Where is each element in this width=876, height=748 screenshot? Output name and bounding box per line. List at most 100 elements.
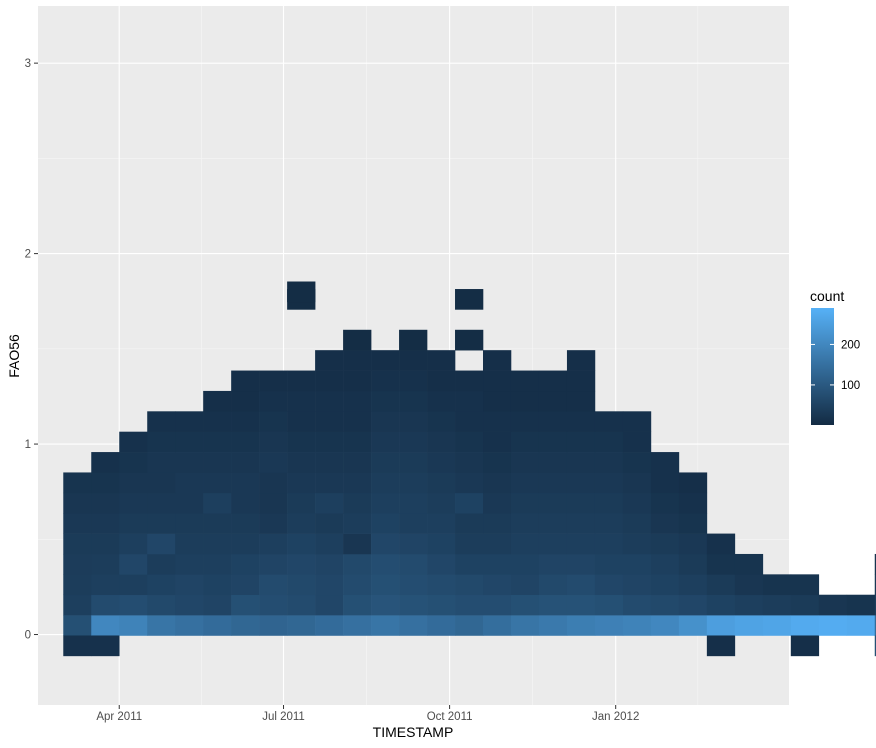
heatmap-bin [706,574,736,596]
heatmap-bin [287,553,316,575]
heatmap-bin [203,472,232,494]
heatmap-bin [678,492,708,514]
heatmap-bin [91,472,120,494]
heatmap-bin [427,411,456,432]
legend-color-bar [811,308,834,425]
heatmap-bin [315,390,344,412]
heatmap-bin [483,411,512,432]
heatmap-bin [175,513,204,534]
heatmap-bin [566,472,596,494]
heatmap-bin [706,553,736,575]
heatmap-bin [538,390,568,412]
heatmap-bin [427,390,456,412]
heatmap-bin [287,574,316,596]
heatmap-bin [91,594,120,616]
heatmap-bin [455,533,484,555]
heatmap-bin [63,594,92,616]
heatmap-bin [63,553,92,575]
heatmap-bin [846,615,876,636]
heatmap-bin [259,431,288,453]
heatmap-bin [371,350,400,371]
heatmap-bin [231,513,260,534]
heatmap-bin [259,574,288,596]
heatmap-bin [91,533,120,555]
heatmap-bin [650,533,680,555]
y-tick-label: 0 [25,630,31,642]
x-tick-label: Oct 2011 [427,711,473,723]
heatmap-bin [399,492,428,514]
heatmap-bin [818,594,848,616]
heatmap-bin [147,472,176,494]
heatmap-bin [874,615,876,636]
heatmap-bin [538,615,568,636]
heatmap-bin [287,390,316,412]
heatmap-bin [566,370,596,392]
heatmap-bin [315,574,344,596]
heatmap-bin [343,472,372,494]
heatmap-bin [287,472,316,494]
heatmap-bin [287,431,316,453]
heatmap-bin [427,350,456,371]
heatmap-bin [427,492,456,514]
heatmap-bin [566,452,596,473]
heatmap-bin [650,553,680,575]
heatmap-bin [874,553,876,575]
heatmap-bin [594,615,624,636]
heatmap-bin [622,594,652,616]
heatmap-bin [538,452,568,473]
heatmap-bin [119,574,148,596]
heatmap-bin [175,452,204,473]
heatmap-bin [483,594,512,616]
heatmap-bin [399,513,428,534]
heatmap-bin [594,533,624,555]
heatmap-bin [427,472,456,494]
heatmap-bin [455,574,484,596]
heatmap-bin [874,574,876,596]
heatmap-bin [231,553,260,575]
heatmap-bin [650,594,680,616]
heatmap-bin [203,533,232,555]
heatmap-bin [371,370,400,392]
heatmap-bin [147,492,176,514]
heatmap-bins [63,281,876,657]
heatmap-bin [427,370,456,392]
heatmap-bin [175,574,204,596]
heatmap-bin [483,370,512,392]
heatmap-bin [790,594,820,616]
heatmap-bin [175,553,204,575]
heatmap-bin [483,533,512,555]
heatmap-bin [231,431,260,453]
heatmap-bin [399,615,428,636]
heatmap-bin [343,411,372,432]
heatmap-bin [594,492,624,514]
heatmap-bin [678,574,708,596]
heatmap-bin [622,431,652,453]
heatmap-bin [287,615,316,636]
heatmap-bin [650,513,680,534]
heatmap-bin [371,492,400,514]
heatmap-bin [678,513,708,534]
heatmap-bin [538,553,568,575]
heatmap-bin [566,411,596,432]
heatmap-bin [622,615,652,636]
heatmap-bin [175,533,204,555]
heatmap-bin [343,533,372,555]
heatmap-bin [315,553,344,575]
heatmap-bin [594,513,624,534]
heatmap-bin [91,553,120,575]
heatmap-bin [399,472,428,494]
heatmap-bin [594,452,624,473]
heatmap-bin [315,594,344,616]
heatmap-bin [427,533,456,555]
heatmap-bin [91,615,120,636]
heatmap-bin [622,574,652,596]
heatmap-bin [315,350,344,371]
heatmap-bin [846,594,876,616]
heatmap-bin [371,615,400,636]
heatmap-bin [566,594,596,616]
heatmap-bin [455,411,484,432]
heatmap-bin [231,472,260,494]
heatmap-bin [510,533,540,555]
heatmap-bin [538,411,568,432]
heatmap-bin [371,452,400,473]
